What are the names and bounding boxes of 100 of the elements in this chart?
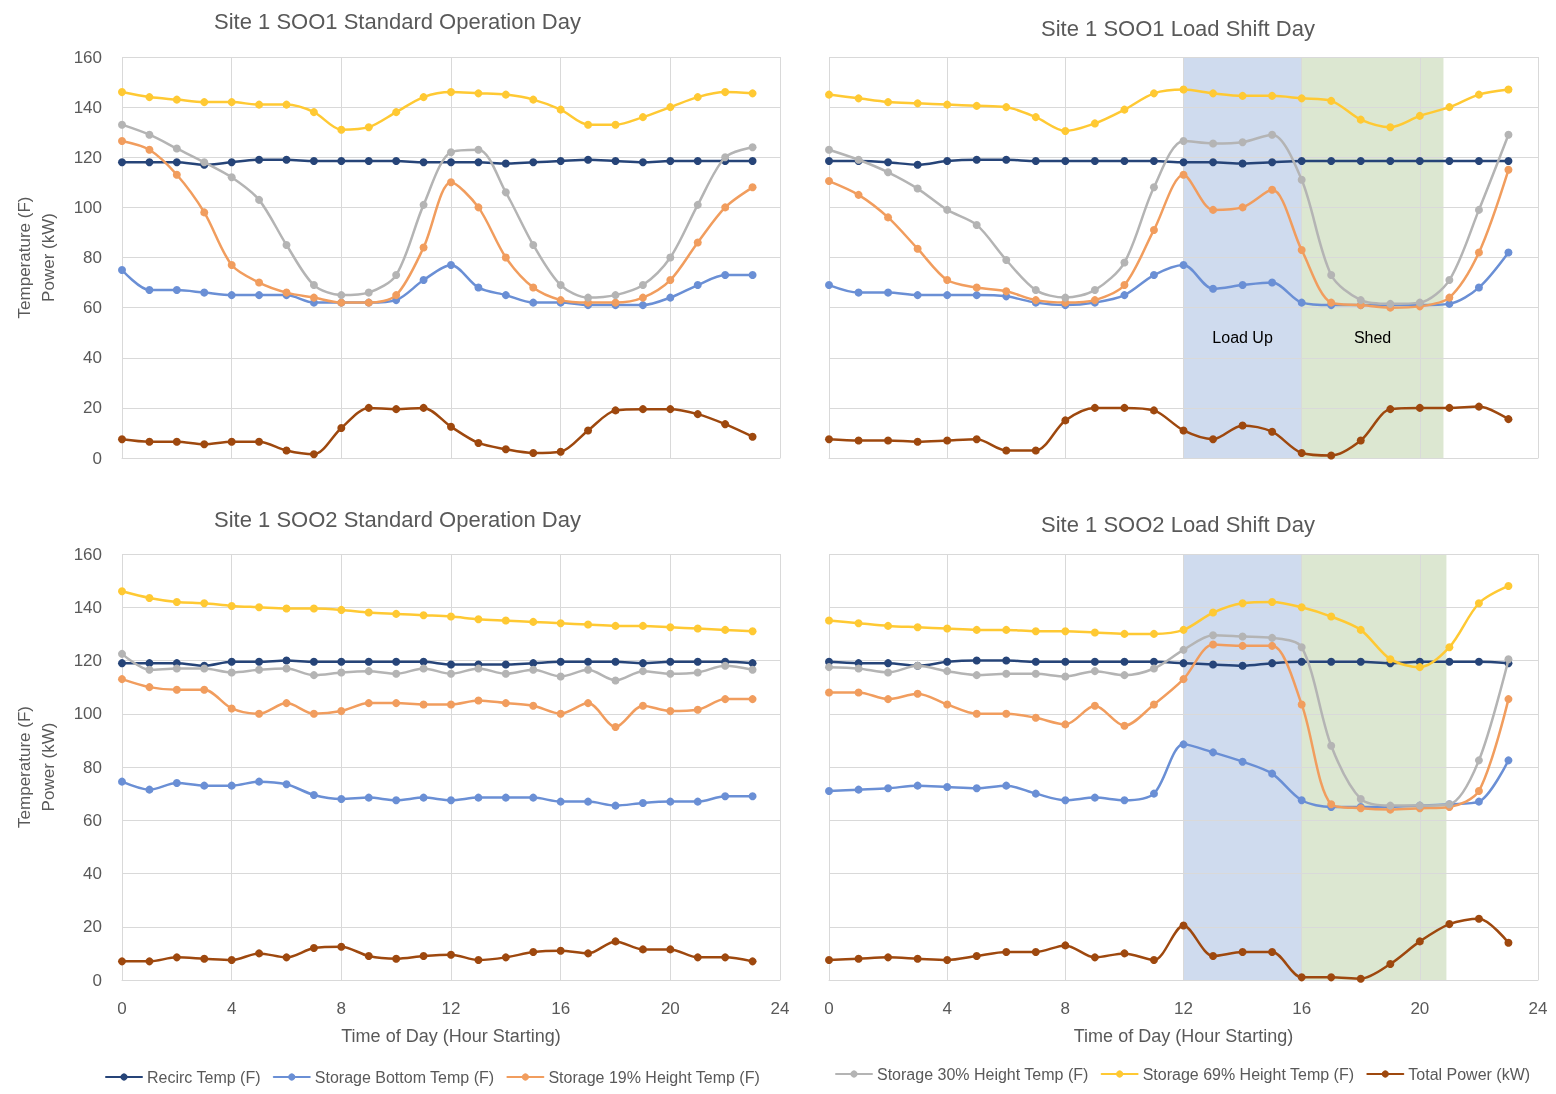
point — [638, 798, 647, 807]
point — [1209, 89, 1218, 98]
point — [118, 266, 126, 275]
point — [693, 797, 702, 806]
point — [748, 183, 757, 192]
point — [1268, 278, 1277, 287]
point — [392, 405, 401, 414]
point — [972, 952, 981, 961]
y-tick-label: 20 — [83, 398, 102, 418]
point — [556, 105, 565, 114]
point — [666, 103, 675, 112]
point — [200, 288, 209, 297]
y-tick-label: 140 — [73, 97, 102, 117]
point — [447, 669, 455, 678]
chart-title: Site 1 SOO2 Standard Operation Day — [214, 506, 581, 532]
point — [118, 587, 126, 596]
band-label: Shed — [1353, 329, 1392, 347]
point — [584, 949, 593, 958]
point — [309, 790, 318, 799]
point — [972, 283, 981, 292]
point — [200, 954, 209, 963]
point — [309, 709, 318, 718]
point — [227, 173, 236, 182]
point — [255, 291, 264, 300]
point — [666, 669, 675, 678]
point — [337, 942, 346, 951]
point — [1149, 629, 1158, 638]
y-tick-label: 120 — [73, 651, 102, 670]
point — [1002, 709, 1011, 718]
point — [1356, 625, 1365, 634]
point — [721, 695, 730, 704]
point — [1149, 700, 1158, 709]
point — [474, 793, 483, 802]
point — [748, 665, 757, 674]
point — [474, 956, 483, 965]
point — [638, 158, 647, 167]
point — [638, 621, 647, 630]
point — [1386, 960, 1395, 969]
point — [1209, 660, 1218, 669]
point — [255, 709, 264, 718]
point — [200, 599, 209, 608]
point — [447, 700, 455, 709]
point — [1002, 656, 1011, 665]
point — [721, 88, 730, 97]
point — [943, 956, 952, 965]
legend-label: Storage 19% Height Temp (F) — [548, 1068, 760, 1086]
point — [1297, 643, 1306, 652]
point — [1149, 406, 1158, 415]
point — [419, 158, 428, 167]
point — [1120, 157, 1129, 166]
point — [1120, 796, 1129, 805]
point — [854, 619, 863, 628]
x-tick-label: 0 — [824, 999, 834, 1018]
point — [1179, 625, 1188, 634]
point — [1179, 659, 1188, 668]
point — [1002, 287, 1011, 296]
point — [1445, 643, 1454, 652]
x-tick-label: 0 — [117, 999, 127, 1018]
y-axis-title: Temperature (F) Power (kW) — [14, 706, 58, 828]
point — [447, 796, 455, 805]
point — [118, 675, 126, 684]
point — [1090, 657, 1099, 666]
point — [1327, 271, 1336, 280]
point — [501, 699, 510, 708]
x-tick-label: 8 — [336, 999, 347, 1018]
point — [1209, 139, 1218, 148]
point — [145, 130, 154, 139]
point — [200, 440, 209, 449]
point — [1474, 157, 1483, 166]
point — [638, 405, 647, 414]
point — [1031, 157, 1040, 166]
point — [200, 208, 209, 217]
point — [943, 276, 952, 285]
point — [721, 420, 730, 429]
point — [1179, 675, 1188, 684]
point — [611, 676, 620, 685]
point — [1209, 205, 1218, 214]
point — [309, 281, 318, 290]
point — [1149, 89, 1158, 98]
point — [227, 261, 236, 270]
point — [1149, 225, 1158, 234]
point — [501, 291, 510, 300]
point — [943, 291, 952, 300]
point — [1149, 657, 1158, 666]
point — [364, 793, 373, 802]
point — [913, 184, 922, 193]
point — [556, 657, 565, 666]
point — [529, 95, 538, 104]
point — [666, 623, 675, 632]
point — [227, 781, 236, 790]
point — [666, 797, 675, 806]
point — [1474, 914, 1483, 923]
point — [854, 664, 863, 673]
point — [1268, 633, 1277, 642]
point — [972, 155, 981, 164]
point — [364, 657, 373, 666]
point — [825, 157, 833, 166]
point — [200, 781, 209, 790]
point — [392, 271, 401, 280]
point — [1179, 645, 1188, 654]
